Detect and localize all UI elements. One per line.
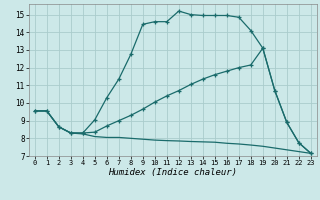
X-axis label: Humidex (Indice chaleur): Humidex (Indice chaleur) bbox=[108, 168, 237, 177]
